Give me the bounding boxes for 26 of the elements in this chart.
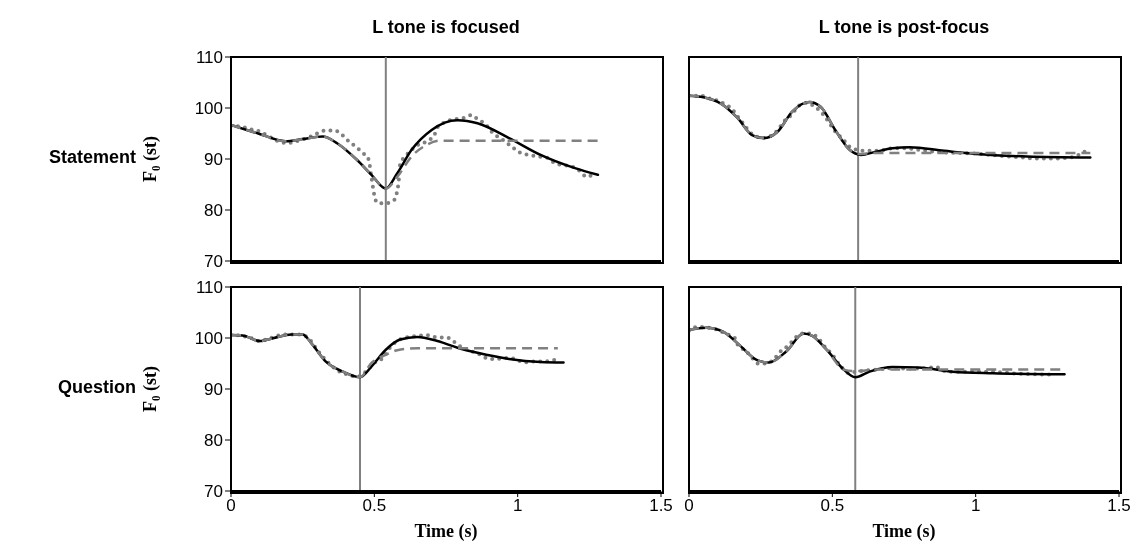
y-tick-label: 110	[195, 48, 223, 68]
y-tick-label: 90	[204, 380, 223, 400]
y-tick-label: 100	[194, 99, 223, 119]
y-tick-label: 80	[204, 431, 223, 451]
y-tick-label: 90	[204, 150, 223, 170]
y-tick-label: 70	[204, 482, 223, 502]
y-axis-title: F₀ (st)	[140, 365, 161, 414]
x-tick-label: 0	[226, 496, 236, 516]
chart-title: L tone is focused	[371, 17, 521, 38]
chart-title: L tone is post-focus	[817, 17, 991, 38]
x-tick-label: 1.5	[1107, 496, 1131, 516]
y-tick-label: 80	[204, 201, 223, 221]
x-tick-label: 0	[684, 496, 694, 516]
text: Question	[57, 377, 136, 398]
x-tick-label: 1	[512, 496, 523, 516]
x-tick-label: 0.5	[362, 496, 387, 516]
y-tick-label: 100	[194, 329, 223, 349]
y-axis-title: F₀ (st)	[140, 135, 161, 184]
x-tick-label: 1.5	[649, 496, 673, 516]
x-tick-label: 1	[970, 496, 981, 516]
x-axis-title: Time (s)	[413, 521, 479, 542]
x-tick-label: 0.5	[820, 496, 845, 516]
y-tick-label: 70	[204, 252, 223, 272]
x-axis-title: Time (s)	[871, 521, 937, 542]
text: Statement	[47, 147, 136, 168]
y-tick-label: 110	[195, 278, 223, 298]
